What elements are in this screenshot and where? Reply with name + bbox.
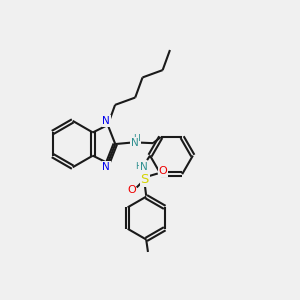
Text: O: O xyxy=(159,166,167,176)
Text: H: H xyxy=(134,134,140,143)
Text: H: H xyxy=(135,162,142,171)
Text: O: O xyxy=(127,185,136,195)
Text: N: N xyxy=(140,162,147,172)
Text: N: N xyxy=(102,116,110,126)
Text: N: N xyxy=(131,138,139,148)
Text: N: N xyxy=(102,162,110,172)
Text: S: S xyxy=(140,173,149,186)
